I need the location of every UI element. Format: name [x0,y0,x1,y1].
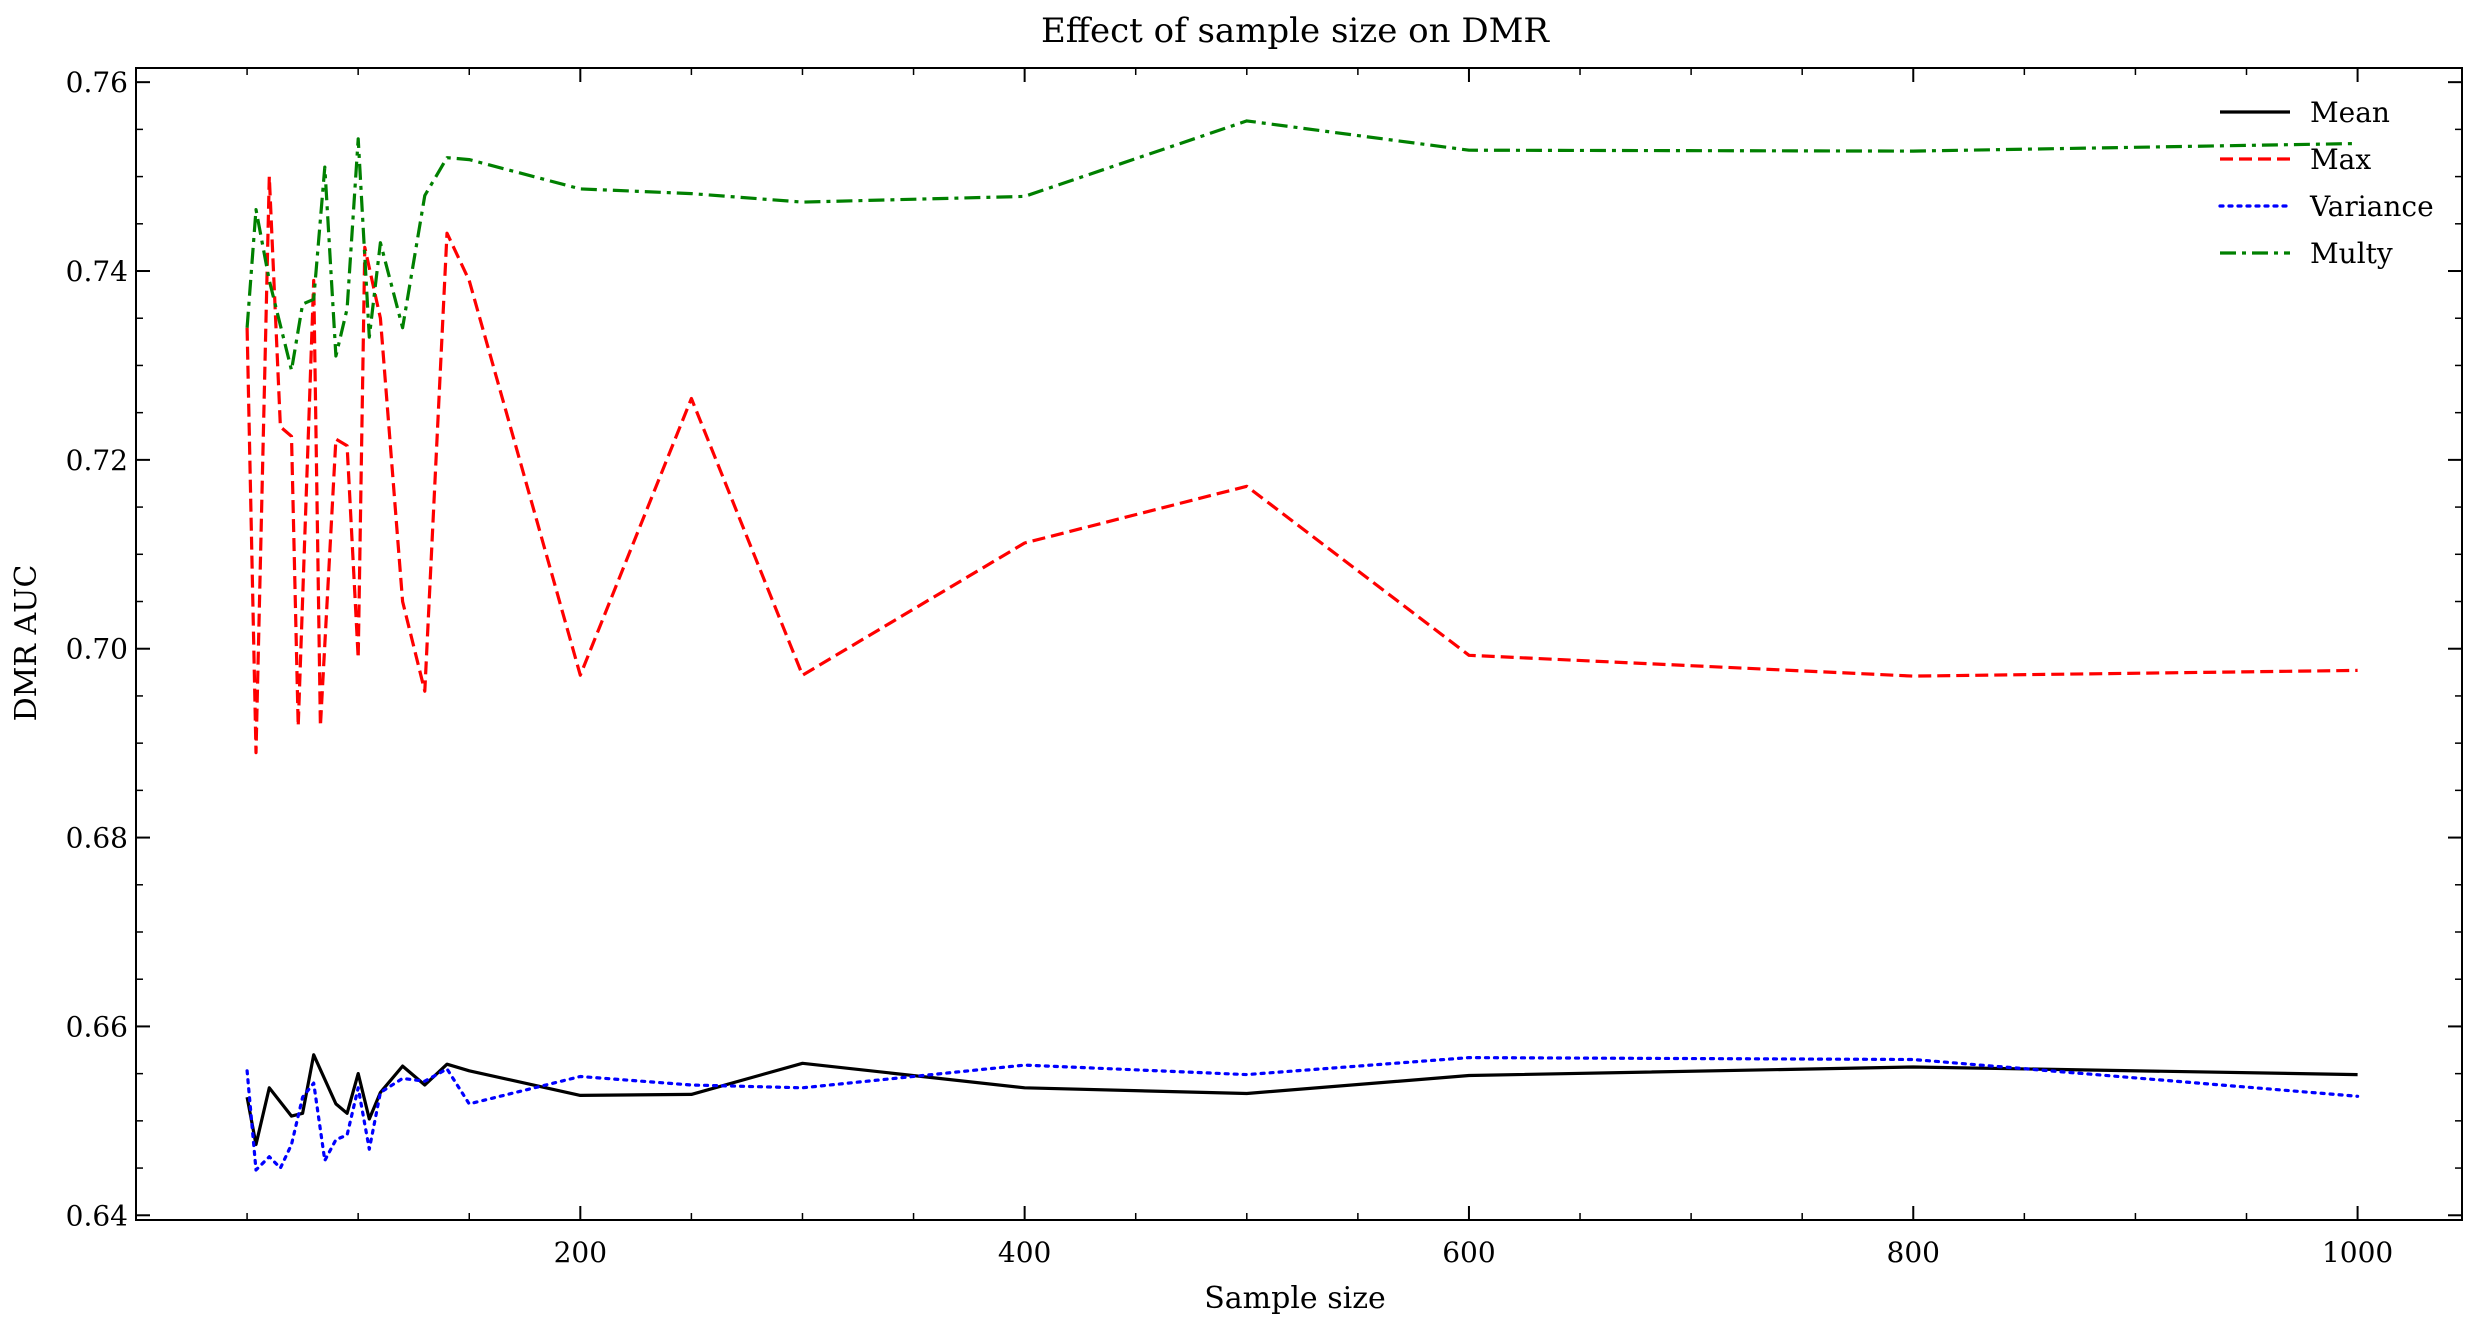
series-line-multy [245,119,2358,372]
x-tick-label: 200 [554,1236,607,1269]
series-line-variance [245,1055,2360,1172]
y-tick-label: 0.74 [66,255,128,288]
x-tick-label: 400 [998,1236,1051,1269]
plot-frame [135,67,2463,1221]
y-tick-label: 0.70 [66,633,128,666]
legend-label-mean: Mean [2310,96,2390,129]
x-tick-label: 800 [1887,1236,1940,1269]
x-axis-label: Sample size [1204,1281,1386,1316]
y-tick-label: 0.66 [66,1010,128,1043]
legend-label-multy: Multy [2310,237,2393,270]
chart-title: Effect of sample size on DMR [1041,11,1550,51]
y-tick-label: 0.72 [66,444,128,477]
legend-label-max: Max [2310,143,2371,176]
axes-frame: 200 400 600 800 1000 0.64 0.66 0.68 0.70 0.72 0.74… [66,66,2463,1269]
series-line-mean [245,1053,2358,1147]
series-line-max [245,175,2358,755]
plot-marks [245,119,2360,1172]
y-tick-label: 0.64 [66,1199,128,1232]
y-tick-label: 0.76 [66,66,128,99]
legend-label-variance: Variance [2309,190,2434,223]
x-tick-label: 1000 [2322,1236,2393,1269]
y-tick-label: 0.68 [66,822,128,855]
x-tick-label: 600 [1442,1236,1495,1269]
y-axis-label: DMR AUC [9,565,44,722]
chart-legend: Mean Max Variance Multy [2218,96,2434,270]
